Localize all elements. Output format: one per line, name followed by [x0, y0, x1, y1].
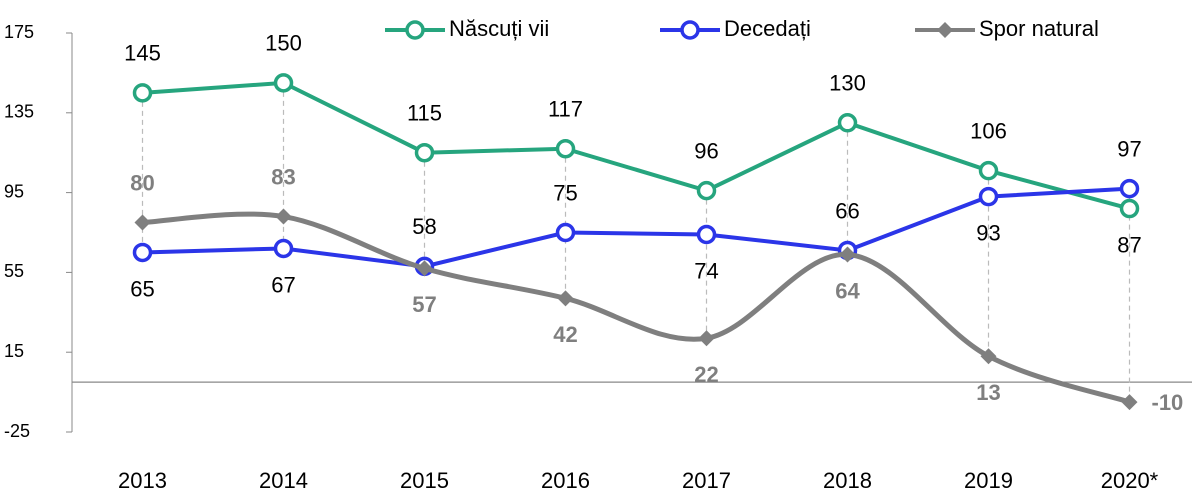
- data-label: 67: [271, 272, 295, 297]
- marker: [273, 238, 294, 259]
- legend-marker: [680, 20, 700, 40]
- x-tick-label: 2019: [964, 468, 1013, 493]
- legend-label: Decedați: [724, 16, 811, 41]
- series-line: [140, 186, 1132, 269]
- marker: [1119, 198, 1140, 219]
- data-label: 22: [694, 362, 718, 387]
- marker: [557, 290, 574, 307]
- data-label: 80: [130, 170, 154, 195]
- y-tick-label: 175: [4, 22, 34, 42]
- data-label: 74: [694, 258, 718, 283]
- data-label: 75: [553, 180, 577, 205]
- data-label: 145: [124, 41, 161, 66]
- marker: [555, 222, 576, 243]
- y-tick-label: -25: [4, 421, 30, 441]
- marker: [980, 348, 997, 365]
- x-tick-label: 2013: [118, 468, 167, 493]
- marker: [134, 214, 151, 231]
- legend-label: Născuți vii: [449, 16, 549, 41]
- marker: [1119, 178, 1140, 199]
- data-label: 130: [829, 71, 866, 96]
- y-tick-label: 95: [4, 181, 24, 201]
- y-tick-label: 135: [4, 102, 34, 122]
- marker: [1121, 394, 1138, 411]
- data-label: 65: [130, 276, 154, 301]
- marker: [555, 138, 576, 159]
- marker: [273, 73, 294, 93]
- marker: [698, 330, 715, 347]
- data-label: 66: [835, 198, 859, 223]
- data-label: 87: [1117, 232, 1141, 257]
- data-label: 64: [835, 278, 860, 303]
- legend-marker: [937, 22, 953, 38]
- data-label: 58: [412, 214, 436, 239]
- marker: [978, 160, 999, 181]
- x-tick-label: 2014: [259, 468, 308, 493]
- marker: [275, 208, 292, 225]
- y-tick-label: 55: [4, 261, 24, 281]
- legend-marker: [405, 20, 425, 40]
- marker: [414, 142, 435, 163]
- data-label: 97: [1117, 136, 1141, 161]
- data-label: -10: [1152, 390, 1184, 415]
- legend-label: Spor natural: [979, 16, 1099, 41]
- marker: [416, 260, 433, 277]
- marker: [132, 83, 153, 103]
- x-tick-label: 2015: [400, 468, 449, 493]
- x-tick-label: 2020*: [1101, 468, 1159, 493]
- y-tick-label: 15: [4, 341, 24, 361]
- data-label: 57: [412, 292, 436, 317]
- marker: [837, 113, 858, 133]
- data-label: 117: [548, 97, 583, 122]
- marker: [696, 224, 717, 245]
- data-label: 150: [265, 31, 302, 56]
- marker: [839, 246, 856, 263]
- marker: [132, 242, 153, 263]
- x-tick-label: 2018: [823, 468, 872, 493]
- data-label: 106: [970, 118, 1007, 143]
- data-label: 42: [553, 322, 577, 347]
- data-label: 13: [976, 380, 1000, 405]
- marker: [978, 186, 999, 207]
- series-line: [140, 211, 1132, 405]
- x-tick-label: 2016: [541, 468, 590, 493]
- data-label: 96: [694, 138, 718, 163]
- x-tick-label: 2017: [682, 468, 731, 493]
- series-line: [140, 80, 1132, 211]
- data-label: 115: [407, 101, 442, 126]
- data-label: 93: [976, 220, 1000, 245]
- data-label: 83: [271, 164, 295, 189]
- marker: [696, 180, 717, 201]
